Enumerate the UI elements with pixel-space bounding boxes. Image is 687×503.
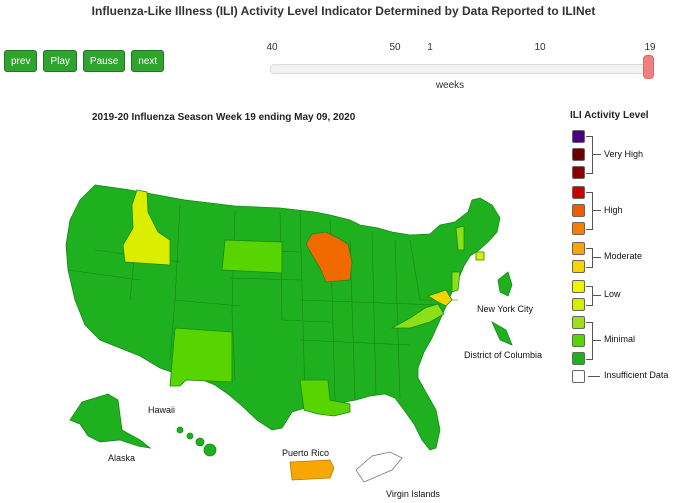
label-virgin-islands: Virgin Islands bbox=[386, 489, 440, 499]
legend-label-very-high: Very High bbox=[604, 149, 644, 159]
dc-inset[interactable] bbox=[491, 321, 513, 346]
playback-controls: prev Play Pause next bbox=[4, 50, 165, 72]
legend-bracket-tick bbox=[593, 340, 601, 341]
state-virginia[interactable] bbox=[390, 303, 445, 329]
legend-label-minimal: Minimal bbox=[604, 334, 636, 344]
legend-bracket-tick bbox=[593, 257, 601, 258]
legend-swatch-very-high-3 bbox=[572, 166, 585, 179]
state-rhode-island[interactable] bbox=[475, 251, 485, 261]
slider-tick-label: 1 bbox=[427, 42, 433, 53]
state-vermont[interactable] bbox=[455, 225, 465, 251]
legend-title: ILI Activity Level bbox=[570, 110, 649, 121]
state-new-mexico[interactable] bbox=[169, 327, 233, 387]
legend-bracket-tick bbox=[593, 210, 601, 211]
slider-handle[interactable] bbox=[643, 55, 654, 79]
legend-label-moderate: Moderate bbox=[604, 251, 643, 261]
legend-swatch-minimal-3 bbox=[572, 352, 585, 365]
legend-bracket bbox=[586, 192, 593, 230]
legend-label-high: High bbox=[604, 205, 623, 215]
next-button[interactable]: next bbox=[131, 50, 165, 72]
legend-label-insufficient: Insufficient Data bbox=[604, 370, 669, 380]
legend-bracket-tick bbox=[593, 295, 601, 296]
legend-swatch-insufficient bbox=[572, 370, 585, 383]
legend-swatch-very-high-2 bbox=[572, 148, 585, 161]
slider-tick-label: 19 bbox=[644, 42, 656, 53]
state-alaska[interactable] bbox=[69, 393, 152, 449]
state-wisconsin[interactable] bbox=[305, 231, 353, 283]
legend: ILI Activity Level Very High High Modera… bbox=[568, 110, 687, 390]
legend-bracket bbox=[586, 322, 593, 360]
slider-tick-label: 40 bbox=[266, 42, 278, 53]
legend-swatch-very-high-1 bbox=[572, 130, 585, 143]
page-title: Influenza-Like Illness (ILI) Activity Le… bbox=[91, 4, 596, 18]
slider-tick-label: 50 bbox=[389, 42, 401, 53]
state-louisiana[interactable] bbox=[299, 379, 351, 417]
label-district-of-columbia: District of Columbia bbox=[464, 350, 543, 360]
play-button[interactable]: Play bbox=[43, 50, 77, 72]
state-idaho[interactable] bbox=[122, 189, 171, 266]
legend-swatch-moderate-2 bbox=[572, 260, 585, 273]
slider-tick-label: 10 bbox=[534, 42, 546, 53]
nyc-inset[interactable] bbox=[497, 271, 513, 297]
legend-bracket-tick bbox=[593, 154, 601, 155]
hawaii-island bbox=[176, 426, 184, 434]
label-puerto-rico: Puerto Rico bbox=[282, 448, 330, 458]
territory-puerto-rico[interactable] bbox=[289, 459, 335, 481]
legend-swatch-minimal-2 bbox=[572, 334, 585, 347]
legend-bracket bbox=[586, 248, 593, 268]
pause-button[interactable]: Pause bbox=[82, 50, 126, 72]
legend-label-low: Low bbox=[604, 289, 621, 299]
legend-swatch-high-2 bbox=[572, 204, 585, 217]
legend-swatch-low-2 bbox=[572, 298, 585, 311]
slider-axis-label: weeks bbox=[435, 80, 465, 91]
label-hawaii: Hawaii bbox=[148, 405, 176, 415]
territory-virgin-islands[interactable] bbox=[355, 451, 403, 483]
week-slider[interactable]: 40 50 1 10 19 weeks bbox=[266, 42, 656, 92]
hawaii-island bbox=[203, 443, 217, 457]
label-alaska: Alaska bbox=[108, 453, 136, 463]
prev-button[interactable]: prev bbox=[4, 50, 38, 72]
legend-bracket-tick bbox=[588, 376, 600, 377]
state-south-dakota[interactable] bbox=[221, 239, 283, 274]
legend-swatch-high-3 bbox=[572, 222, 585, 235]
label-new-york-city: New York City bbox=[477, 304, 534, 314]
legend-bracket bbox=[586, 136, 593, 174]
state-hawaii[interactable] bbox=[176, 426, 217, 457]
legend-swatch-low-1 bbox=[572, 280, 585, 293]
legend-bracket bbox=[586, 286, 593, 306]
map-title: 2019-20 Influenza Season Week 19 ending … bbox=[92, 112, 356, 123]
hawaii-island bbox=[195, 437, 205, 447]
legend-swatch-minimal-1 bbox=[572, 316, 585, 329]
legend-swatch-moderate-1 bbox=[572, 242, 585, 255]
state-maryland[interactable] bbox=[427, 289, 453, 307]
legend-swatch-high-1 bbox=[572, 186, 585, 199]
hawaii-island bbox=[186, 432, 194, 440]
state-new-jersey[interactable] bbox=[451, 271, 461, 293]
